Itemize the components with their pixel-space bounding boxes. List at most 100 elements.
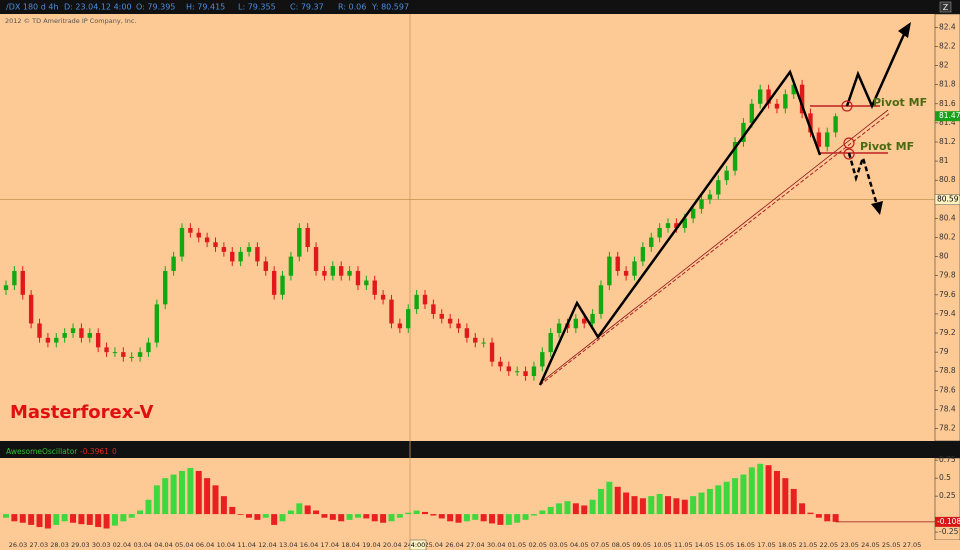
- candle-body: [271, 270, 277, 295]
- oscillator-bar: [287, 510, 294, 515]
- x-tick-label: 07.05: [591, 541, 610, 549]
- oscillator-bar: [656, 493, 663, 515]
- indicator-last-box: [935, 516, 960, 527]
- candle-body: [406, 309, 411, 329]
- annotations: Pivot MF Pivot MF: [538, 22, 927, 386]
- y-tick-label: 80.4: [939, 213, 956, 222]
- oscillator-bar: [463, 514, 470, 522]
- candle-body: [833, 116, 838, 133]
- candle-body: [623, 270, 629, 276]
- candle-body: [171, 256, 176, 271]
- oscillator-bar: [220, 496, 227, 515]
- candle-body: [523, 371, 528, 377]
- y-tick-label: 82.2: [939, 41, 956, 50]
- oscillator-bar: [178, 470, 185, 515]
- candle-body: [825, 132, 830, 147]
- candle-body: [674, 223, 679, 228]
- candle-body: [322, 270, 327, 276]
- indicator-name: AwesomeOscillator: [6, 447, 78, 456]
- x-tick-label: 27.03: [29, 541, 48, 549]
- pivot-marker: [843, 148, 855, 160]
- x-tick-label: 10.05: [653, 541, 672, 549]
- x-tick-label: 02.04: [113, 541, 132, 549]
- candle-body: [431, 304, 436, 314]
- crosshair-time-box: [409, 539, 427, 550]
- y-tick-label: 78.4: [939, 404, 956, 413]
- oscillator-bar: [195, 470, 202, 515]
- scenario-up: [845, 31, 907, 110]
- candle-body: [313, 247, 319, 271]
- candle-body: [816, 132, 822, 147]
- candle-body: [514, 371, 520, 373]
- oscillator-bar: [338, 514, 345, 522]
- oscillator-bar: [19, 514, 26, 523]
- oscillator-bar: [522, 514, 529, 520]
- x-tick-label: 23.05: [840, 541, 859, 549]
- candle-body: [607, 256, 612, 286]
- candle-body: [590, 313, 595, 324]
- zoom-icon[interactable]: [939, 1, 952, 13]
- candle-body: [556, 323, 562, 334]
- oscillator-bar: [539, 510, 546, 515]
- oscillator-bar: [371, 514, 378, 522]
- crosshair-time-label: 4:00: [411, 541, 426, 549]
- crosshair-price-box: [934, 194, 960, 205]
- last-price-label: 81.47: [939, 111, 960, 120]
- candle-body: [548, 333, 553, 353]
- watermark: Masterforex-V: [10, 402, 154, 423]
- oscillator-bar: [53, 514, 60, 525]
- oscillator-bar: [732, 478, 739, 515]
- header-date: D: 23.04.12 4:00: [64, 3, 132, 12]
- oscillator-bar: [3, 514, 9, 518]
- oscillator-bar: [706, 488, 713, 515]
- x-tick-label: 17.05: [757, 541, 776, 549]
- candle-body: [28, 294, 34, 324]
- x-tick-label: 28.03: [50, 541, 69, 549]
- x-tick-label: 20.04: [383, 541, 402, 549]
- candle-body: [204, 237, 210, 243]
- x-tick-label: 16.04: [300, 541, 319, 549]
- candle-body: [163, 270, 168, 305]
- symbol: /DX 180 d 4h: [6, 3, 58, 12]
- pivot-label: Pivot MF: [873, 96, 927, 109]
- candle-body: [464, 328, 470, 338]
- x-tick-label: 10.04: [217, 541, 236, 549]
- oscillator-bar: [472, 514, 479, 520]
- candle-body: [615, 256, 620, 271]
- x-tick-label: 16.05: [736, 541, 755, 549]
- x-tick-label: 18.05: [778, 541, 797, 549]
- candle-body: [598, 285, 604, 314]
- indicator-tick-label: 0.25: [939, 491, 956, 500]
- candle-body: [724, 170, 729, 181]
- candle-body: [439, 313, 444, 319]
- candle-body: [112, 352, 118, 354]
- oscillator-bar: [162, 478, 169, 515]
- oscillator-bar: [70, 514, 77, 523]
- oscillator-bar: [824, 514, 831, 522]
- header-high: H: 79.415: [186, 3, 225, 12]
- x-tick-label: 12.04: [258, 541, 277, 549]
- y-tick-label: 78.2: [939, 424, 956, 433]
- price-axis: [934, 13, 960, 442]
- x-tick-label: 25.04: [425, 541, 444, 549]
- trend-line: [539, 112, 891, 386]
- oscillator-bar: [321, 514, 328, 518]
- candle-body: [699, 199, 704, 209]
- pivot-label: Pivot MF: [860, 140, 914, 153]
- candle-body: [20, 270, 25, 295]
- oscillator-bar: [380, 514, 387, 523]
- x-tick-label: 02.05: [528, 541, 547, 549]
- oscillator-bar: [120, 514, 127, 522]
- candle-body: [531, 366, 537, 377]
- oscillator-bar: [564, 501, 571, 515]
- x-tick-label: 30.04: [487, 541, 506, 549]
- oscillator-bar: [128, 514, 135, 518]
- oscillator-bar: [832, 514, 839, 522]
- oscillator-bar: [61, 514, 68, 522]
- oscillator-bar: [581, 505, 588, 515]
- indicator-value: -0.3961: [80, 447, 109, 456]
- oscillator-bar: [639, 498, 646, 515]
- candle-body: [489, 342, 495, 362]
- x-tick-label: 01.05: [508, 541, 527, 549]
